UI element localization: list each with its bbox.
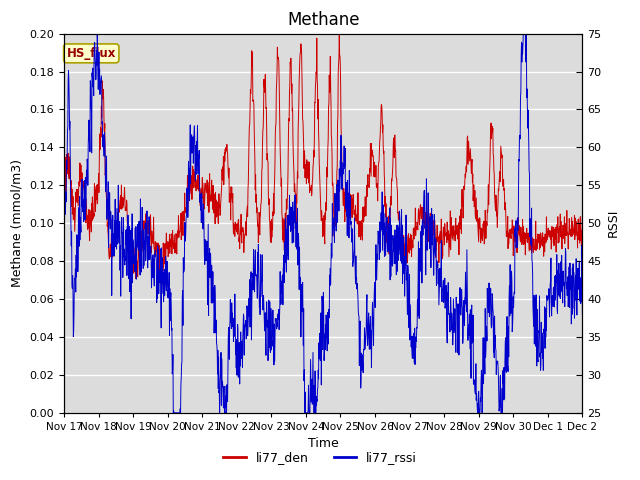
Text: HS_flux: HS_flux (67, 47, 116, 60)
Y-axis label: Methane (mmol/m3): Methane (mmol/m3) (11, 159, 24, 287)
Y-axis label: RSSI: RSSI (607, 209, 620, 238)
Title: Methane: Methane (287, 11, 360, 29)
Legend: li77_den, li77_rssi: li77_den, li77_rssi (218, 446, 422, 469)
X-axis label: Time: Time (308, 437, 339, 450)
